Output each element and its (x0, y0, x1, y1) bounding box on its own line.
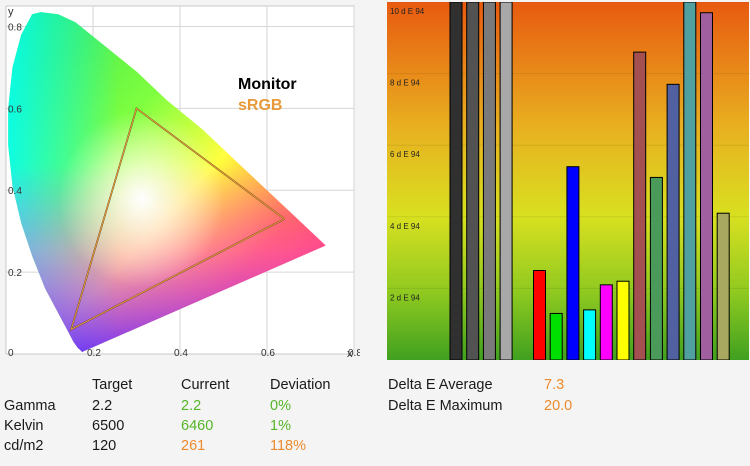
delta-e-bar (666, 83, 680, 360)
cie-y-tick-label: 0.8 (8, 22, 22, 33)
header-target: Target (92, 377, 133, 393)
delta-e-bar (716, 212, 730, 360)
cie-series (69, 107, 285, 331)
cie-y-tick-label: 0.2 (8, 268, 22, 279)
cie-x-tick-label: 0 (8, 348, 14, 359)
legend-monitor: Monitor (238, 76, 297, 93)
x-axis-label: x (347, 348, 353, 360)
cie-x-tick-label: 0.2 (87, 348, 101, 359)
cie-x-tick-label: 0.6 (261, 348, 275, 359)
delta-e-bar (616, 280, 630, 360)
row-kelvin-current: 6460 (181, 418, 214, 434)
header-current: Current (181, 377, 230, 393)
delta-e-maximum-label: Delta E Maximum (388, 398, 503, 414)
delta-e-tick-label: 10 d E 94 (390, 7, 425, 16)
delta-e-tick-label: 6 d E 94 (390, 150, 420, 159)
row-luminance-target: 120 (92, 438, 117, 454)
spectral-locus (8, 12, 326, 352)
delta-e-bar (683, 2, 697, 360)
cie-ticks: 0 0.2 0.4 0.6 0.8 0.2 0.4 0.6 0.8 (8, 22, 360, 359)
cie-x-tick-label: 0.8 (348, 348, 360, 359)
delta-e-bar (700, 12, 713, 360)
row-luminance-current: 261 (181, 438, 206, 454)
row-gamma-current: 2.2 (181, 398, 202, 414)
delta-e-bar (449, 2, 463, 360)
row-gamma-target: 2.2 (92, 398, 113, 414)
delta-e-tick-labels: 10 d E 94 8 d E 94 6 d E 94 4 d E 94 2 d E 9… (390, 7, 425, 302)
row-luminance-label: cd/m2 (4, 438, 44, 454)
delta-e-bar (533, 270, 546, 360)
y-axis-label: y (8, 6, 14, 18)
delta-e-bar (583, 309, 597, 360)
cie-y-tick-label: 0.6 (8, 104, 22, 115)
delta-e-average-value: 7.3 (544, 377, 565, 393)
row-kelvin-target: 6500 (92, 418, 125, 434)
header-deviation: Deviation (270, 377, 331, 393)
delta-e-bar (499, 2, 513, 360)
delta-e-tick-label: 2 d E 94 (390, 293, 420, 302)
cie-chart: y x 0 0.2 0.4 0.6 0.8 0.2 0.4 0.6 0.8 Monitor sR… (5, 5, 360, 360)
row-gamma-label: Gamma (4, 398, 56, 414)
delta-e-bar (566, 166, 580, 360)
delta-e-bar (633, 51, 647, 360)
delta-e-bar (482, 2, 496, 360)
cie-x-tick-label: 0.4 (174, 348, 188, 359)
row-gamma-deviation: 0% (270, 398, 291, 414)
delta-e-bar (549, 312, 563, 360)
row-kelvin-label: Kelvin (4, 418, 44, 434)
delta-e-tick-label: 8 d E 94 (390, 79, 420, 88)
legend-srgb: sRGB (238, 97, 282, 114)
delta-e-maximum-value: 20.0 (544, 398, 573, 414)
row-kelvin-deviation: 1% (270, 418, 291, 434)
delta-e-bar (466, 2, 480, 360)
delta-e-tick-label: 4 d E 94 (390, 222, 420, 231)
cie-series-srgb-triangle (70, 107, 285, 331)
row-luminance-deviation: 118% (270, 438, 307, 454)
delta-e-bars (449, 2, 730, 360)
delta-e-average-label: Delta E Average (388, 377, 493, 393)
delta-e-chart: 10 d E 94 8 d E 94 6 d E 94 4 d E 94 2 d E 9… (387, 2, 749, 360)
delta-e-bar (649, 176, 663, 360)
cie-y-tick-label: 0.4 (8, 186, 22, 197)
delta-e-bar (599, 284, 613, 360)
